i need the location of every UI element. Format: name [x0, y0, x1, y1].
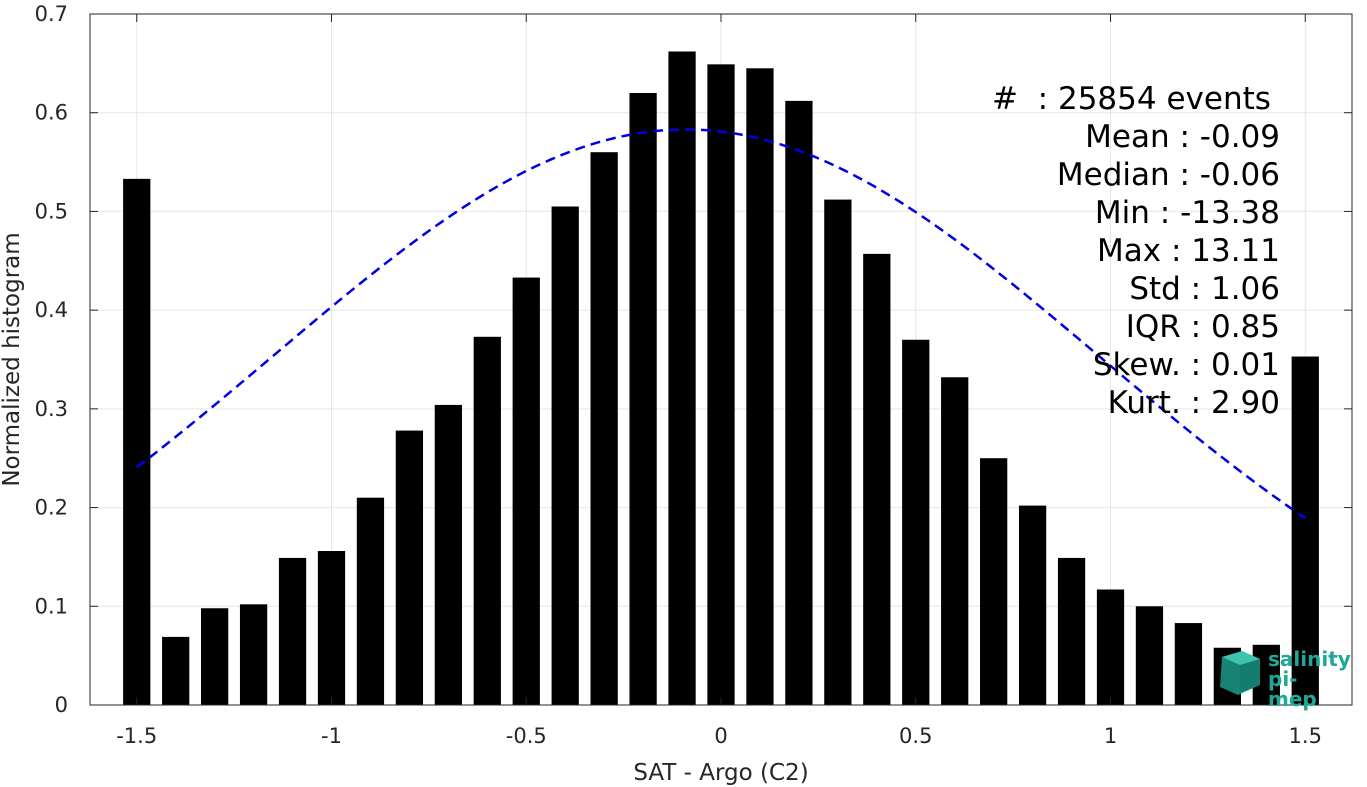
- bar-9: [473, 336, 501, 705]
- bar-7: [395, 430, 424, 705]
- x-tick-label-5: 1: [1104, 724, 1117, 748]
- stat-min: Min : -13.38: [1094, 195, 1280, 231]
- normal-fit-curve: [135, 128, 1306, 520]
- stat-median: Median : -0.06: [1056, 157, 1280, 193]
- bar-30: [1291, 356, 1319, 705]
- y-tick-label-6: 0.6: [35, 101, 68, 125]
- x-axis-ticks: -1.5 -1 -0.5 0 0.5 1 1.5: [116, 14, 1322, 748]
- bar-18: [824, 199, 852, 705]
- y-tick-label-7: 0.7: [35, 2, 68, 26]
- bar-20: [902, 339, 930, 705]
- statistics-annotation: # : 25854 events Mean : -0.09 Median : -…: [940, 80, 1280, 422]
- stat-iqr: IQR : 0.85: [1125, 309, 1280, 345]
- y-tick-label-1: 0.1: [35, 594, 68, 618]
- y-tick-label-4: 0.4: [35, 298, 68, 322]
- bar-26: [1135, 606, 1164, 705]
- bar-19: [863, 253, 891, 705]
- bar-24: [1057, 557, 1086, 705]
- y-tick-label-5: 0.5: [35, 199, 68, 223]
- y-axis-label: Normalized histogram: [0, 232, 25, 486]
- logo-text-salinity: salinity: [1268, 647, 1351, 671]
- bar-1: [162, 636, 190, 705]
- bar-14: [668, 51, 696, 706]
- x-tick-label-6: 1.5: [1289, 724, 1322, 748]
- salinity-pimep-logo: salinity pi-mep: [1216, 645, 1351, 709]
- stat-skew: Skew. : 0.01: [1092, 347, 1280, 383]
- stat-kurt: Kurt. : 2.90: [1107, 385, 1280, 421]
- stat-mean: Mean : -0.09: [1085, 119, 1280, 155]
- bar-21: [941, 377, 969, 705]
- x-axis-label: SAT - Argo (C2): [633, 760, 808, 786]
- y-tick-label-0: 0: [55, 693, 68, 717]
- bar-2: [201, 608, 229, 705]
- y-tick-label-2: 0.2: [35, 496, 68, 520]
- bar-23: [1018, 505, 1047, 705]
- bar-15: [707, 64, 735, 705]
- bar-3: [239, 604, 268, 705]
- bar-16: [746, 68, 774, 706]
- bar-5: [317, 551, 346, 705]
- bar-6: [356, 497, 385, 705]
- x-tick-label-3: 0: [714, 724, 727, 748]
- bar-22: [980, 458, 1008, 705]
- cube-logo-icon: [1220, 651, 1260, 695]
- bars: [123, 51, 1319, 706]
- y-axis-ticks: 0 0.1 0.2 0.3 0.4 0.5 0.6 0.7: [35, 2, 1352, 717]
- y-tick-label-3: 0.3: [35, 397, 68, 421]
- bar-17: [785, 100, 813, 705]
- bar-13: [629, 92, 657, 705]
- bar-11: [551, 206, 579, 705]
- bar-10: [512, 277, 540, 705]
- stat-max: Max : 13.11: [1097, 233, 1280, 269]
- x-tick-label-2: -0.5: [506, 724, 547, 748]
- bar-25: [1096, 589, 1125, 705]
- bar-4: [278, 557, 307, 705]
- stat-std: Std : 1.06: [1129, 271, 1280, 307]
- bar-27: [1174, 623, 1203, 705]
- x-tick-label-0: -1.5: [116, 724, 157, 748]
- stat-events: # : 25854 events: [992, 81, 1271, 117]
- bar-8: [434, 404, 462, 705]
- x-tick-label-1: -1: [321, 724, 342, 748]
- bar-12: [590, 152, 618, 705]
- bar-0: [123, 178, 151, 706]
- logo-text-pimep: pi-mep: [1268, 667, 1317, 711]
- x-tick-label-4: 0.5: [899, 724, 932, 748]
